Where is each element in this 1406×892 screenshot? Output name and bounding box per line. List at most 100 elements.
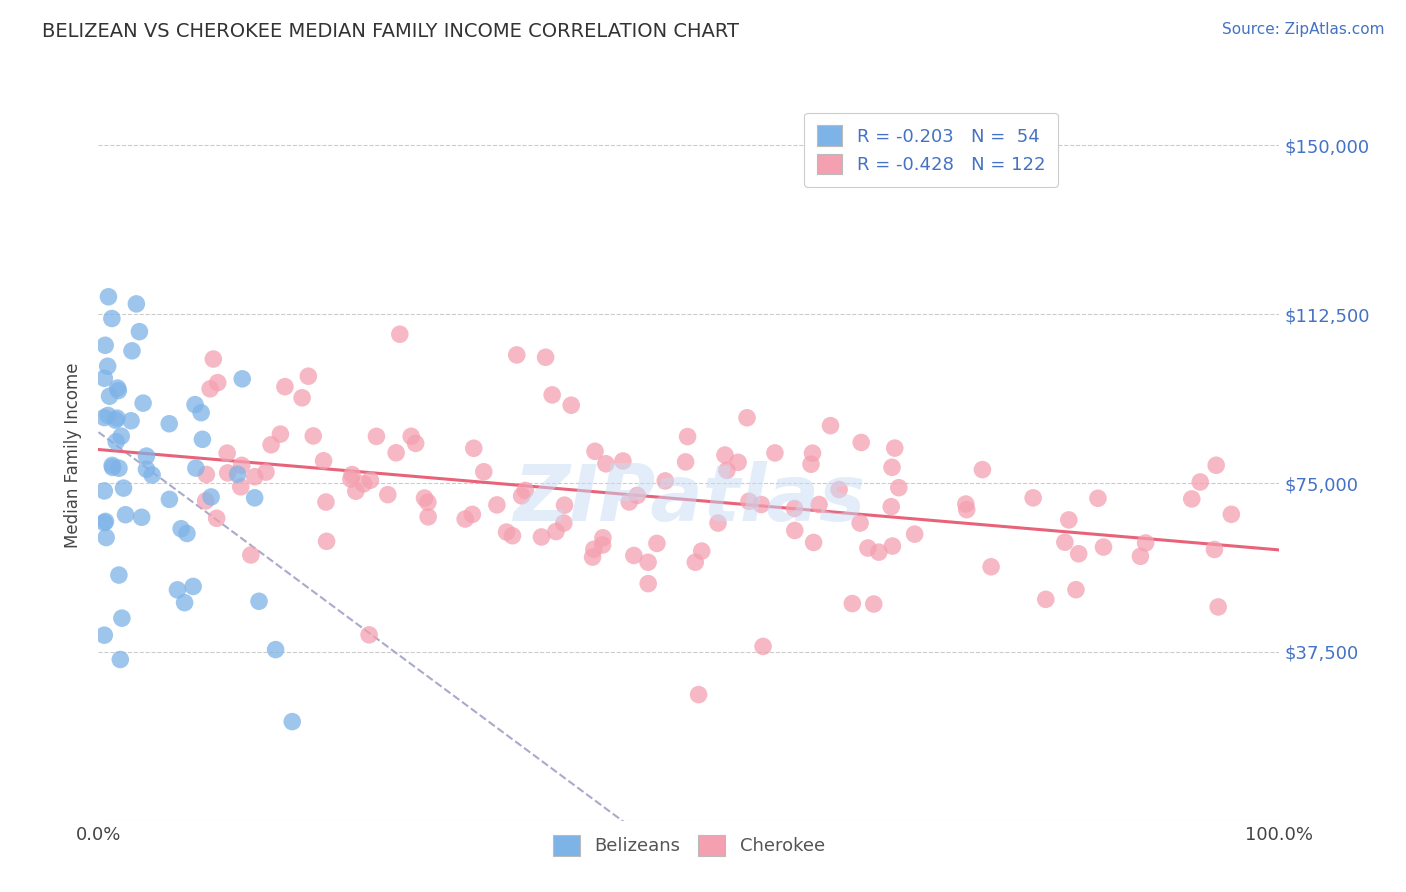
Point: [135, 449, 157, 463]
Point: [353, 476, 375, 491]
Point: [1181, 491, 1204, 506]
Point: [184, 461, 207, 475]
Point: [101, 460, 124, 475]
Point: [194, 494, 217, 508]
Point: [783, 501, 806, 516]
Point: [828, 483, 851, 497]
Point: [454, 512, 477, 526]
Point: [851, 435, 873, 450]
Point: [688, 688, 710, 702]
Point: [619, 495, 641, 509]
Text: ZIPatlas: ZIPatlas: [513, 461, 865, 537]
Point: [727, 455, 749, 469]
Point: [808, 498, 831, 512]
Point: [803, 535, 825, 549]
Point: [534, 351, 557, 365]
Point: [377, 488, 399, 502]
Point: [637, 576, 659, 591]
Point: [515, 483, 537, 498]
Point: [554, 498, 576, 512]
Point: [125, 297, 148, 311]
Point: [1129, 549, 1152, 564]
Point: [291, 391, 314, 405]
Point: [506, 348, 529, 362]
Point: [862, 597, 884, 611]
Point: [541, 388, 564, 402]
Point: [94, 531, 117, 545]
Point: [714, 448, 737, 462]
Point: [217, 446, 239, 460]
Point: [181, 579, 204, 593]
Point: [582, 542, 605, 557]
Point: [418, 509, 440, 524]
Point: [675, 455, 697, 469]
Point: [121, 343, 143, 358]
Point: [93, 410, 115, 425]
Point: [132, 396, 155, 410]
Point: [104, 413, 127, 427]
Point: [260, 438, 283, 452]
Point: [887, 481, 910, 495]
Point: [274, 379, 297, 393]
Point: [510, 489, 533, 503]
Point: [101, 458, 124, 473]
Point: [1135, 536, 1157, 550]
Point: [173, 596, 195, 610]
Point: [112, 481, 135, 495]
Point: [105, 434, 128, 449]
Point: [340, 472, 363, 486]
Legend: Belizeans, Cherokee: Belizeans, Cherokee: [546, 828, 832, 863]
Point: [1057, 513, 1080, 527]
Point: [254, 465, 277, 479]
Point: [344, 484, 367, 499]
Point: [101, 311, 124, 326]
Point: [184, 398, 207, 412]
Point: [1053, 535, 1076, 549]
Point: [553, 516, 575, 530]
Point: [880, 460, 903, 475]
Point: [849, 516, 872, 530]
Point: [217, 466, 239, 480]
Point: [93, 516, 115, 530]
Point: [114, 508, 136, 522]
Point: [1206, 599, 1229, 614]
Point: [94, 338, 117, 352]
Point: [141, 467, 163, 482]
Point: [359, 628, 381, 642]
Point: [247, 594, 270, 608]
Point: [1064, 582, 1087, 597]
Point: [226, 467, 249, 482]
Point: [200, 490, 222, 504]
Point: [530, 530, 553, 544]
Point: [463, 442, 485, 456]
Point: [868, 545, 890, 559]
Point: [243, 491, 266, 505]
Point: [97, 359, 120, 374]
Point: [135, 462, 157, 476]
Point: [359, 473, 381, 487]
Point: [195, 467, 218, 482]
Point: [880, 500, 903, 514]
Point: [416, 495, 439, 509]
Point: [243, 469, 266, 483]
Point: [93, 371, 115, 385]
Point: [231, 372, 253, 386]
Point: [385, 446, 408, 460]
Point: [281, 714, 304, 729]
Point: [501, 529, 523, 543]
Point: [108, 461, 131, 475]
Point: [581, 550, 603, 565]
Point: [690, 544, 713, 558]
Point: [955, 497, 977, 511]
Point: [108, 568, 131, 582]
Point: [166, 582, 188, 597]
Point: [239, 548, 262, 562]
Point: [626, 488, 648, 502]
Point: [264, 642, 287, 657]
Text: Source: ZipAtlas.com: Source: ZipAtlas.com: [1222, 22, 1385, 37]
Point: [413, 491, 436, 505]
Point: [93, 483, 115, 498]
Point: [637, 555, 659, 569]
Point: [131, 510, 153, 524]
Point: [315, 495, 337, 509]
